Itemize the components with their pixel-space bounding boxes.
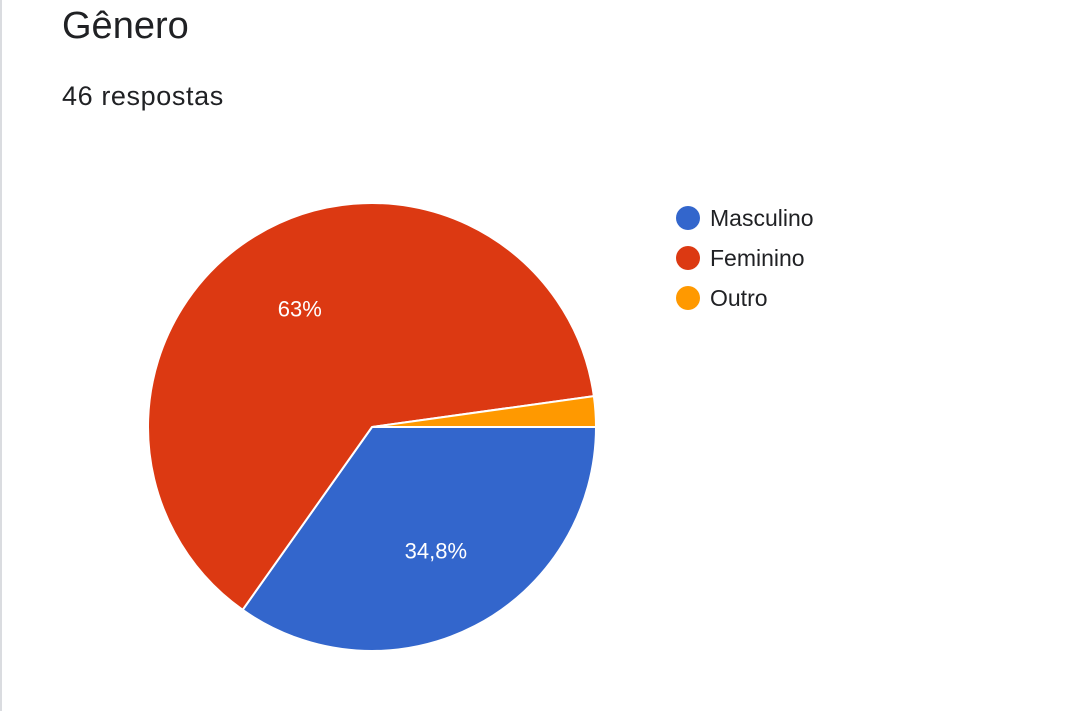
legend-swatch-feminino [676,246,700,270]
pie-slice-feminino [147,202,595,612]
pie-label-feminino: 63% [278,296,322,321]
legend-item-feminino: Feminino [676,238,814,278]
chart-legend: Masculino Feminino Outro [676,198,814,318]
response-count: 46 respostas [62,81,224,111]
panel-left-border [0,0,2,711]
legend-swatch-outro [676,286,700,310]
pie-label-masculino: 34,8% [405,538,467,563]
legend-label-masculino: Masculino [710,205,814,231]
legend-label-outro: Outro [710,285,768,311]
pie-slice-outro [371,395,598,428]
pie-slice-masculino [241,426,598,652]
chart-title: Gênero [62,5,189,47]
legend-item-outro: Outro [676,278,814,318]
legend-swatch-masculino [676,206,700,230]
legend-item-masculino: Masculino [676,198,814,238]
legend-label-feminino: Feminino [710,245,805,271]
